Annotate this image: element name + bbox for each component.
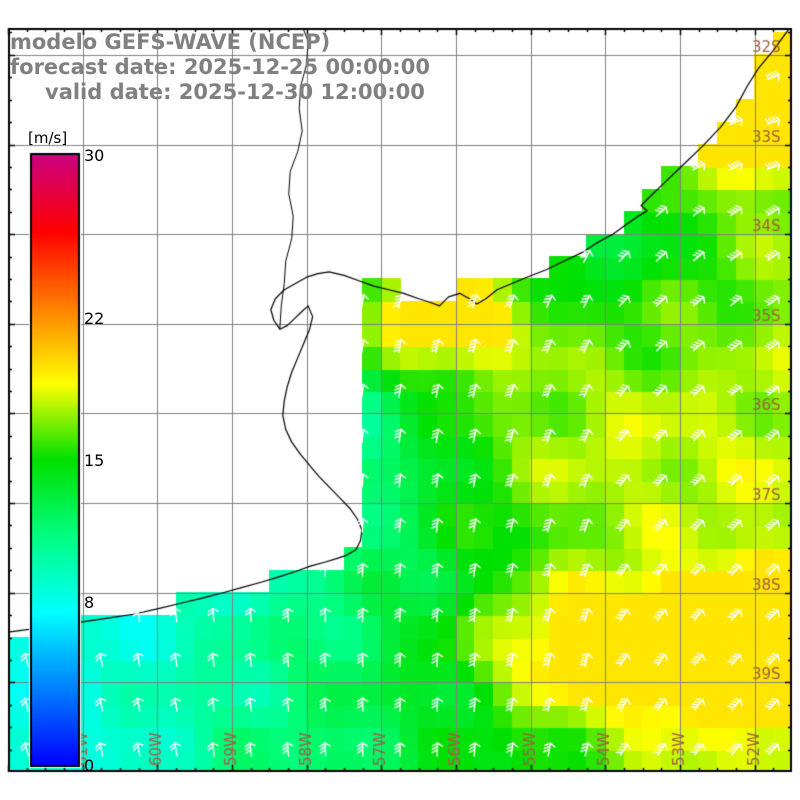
colorbar-tick-0: 0 — [84, 756, 95, 775]
colorbar-units-label: [m/s] — [28, 129, 68, 147]
colorbar-tick-15: 15 — [84, 451, 105, 470]
colorbar-tick-30: 30 — [84, 146, 105, 165]
colorbar-tick-8: 8 — [84, 593, 95, 613]
colorbar-tick-22: 22 — [84, 308, 105, 328]
